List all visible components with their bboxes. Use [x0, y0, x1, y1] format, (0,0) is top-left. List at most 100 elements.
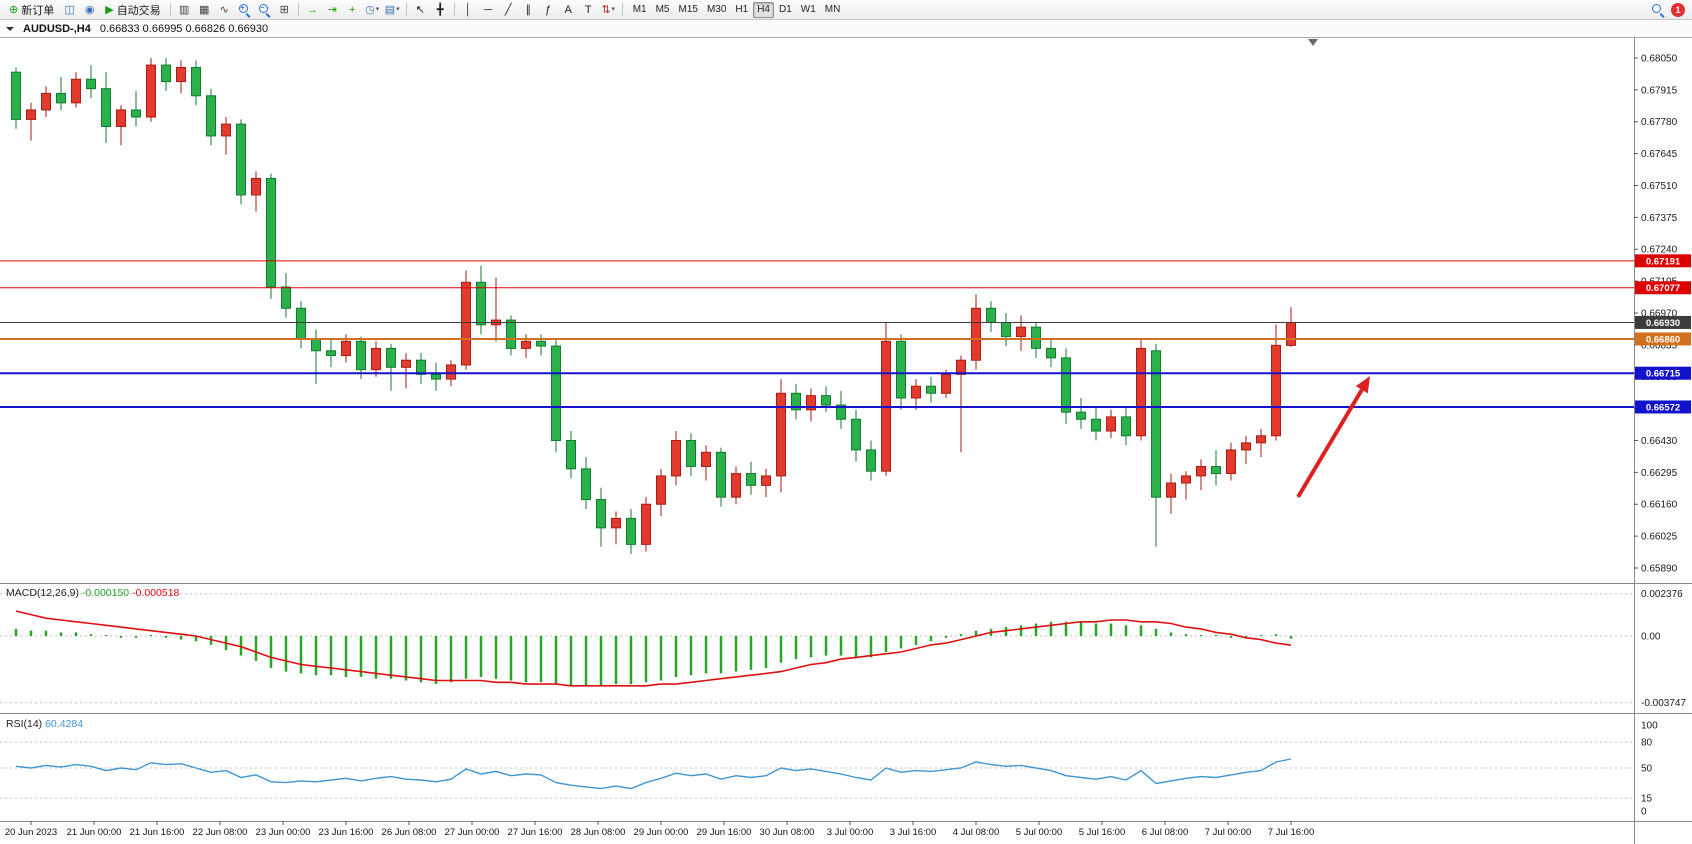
- chart-shift-icon[interactable]: ⇥: [323, 1, 342, 19]
- candle-body: [956, 359, 966, 375]
- search-icon[interactable]: [1648, 1, 1667, 19]
- new-chart-icon[interactable]: ◫: [60, 1, 79, 19]
- price-tag[interactable]: [1635, 254, 1691, 268]
- price-tag[interactable]: [1635, 400, 1691, 414]
- timeframe-m5[interactable]: M5: [655, 3, 670, 15]
- timeframe-m30[interactable]: M30: [706, 3, 727, 15]
- candle-body: [1271, 344, 1281, 437]
- time-axis-label: 22 Jun 08:00: [193, 827, 248, 838]
- text-icon[interactable]: A: [559, 1, 578, 19]
- candle-body: [1181, 475, 1191, 484]
- trend-arrow-annotation[interactable]: [1296, 376, 1370, 499]
- trendline-icon[interactable]: ╱: [499, 1, 518, 19]
- candle-body: [716, 451, 726, 498]
- time-axis-label: 6 Jul 08:00: [1142, 827, 1188, 838]
- hline-0.67191[interactable]: 0.67191: [0, 254, 1691, 268]
- candle-body: [11, 71, 21, 120]
- price-tag[interactable]: [1635, 315, 1691, 329]
- candle-body: [86, 78, 96, 90]
- chart-area: 0.68050 0.67915 0.67780 0.67645 0.67510 0.673…: [0, 38, 1692, 844]
- text-label-icon: T: [584, 3, 592, 16]
- arrows-icon: ⇅: [601, 3, 611, 16]
- zoom-out-icon[interactable]: −: [255, 1, 274, 19]
- indicators-icon[interactable]: +: [343, 1, 362, 19]
- price-scale-label: 0.67780: [1641, 117, 1678, 128]
- chevron-down-icon: ▾: [396, 5, 400, 13]
- hline-0.66715[interactable]: 0.66715: [0, 366, 1691, 380]
- chart-shift-marker[interactable]: [1308, 39, 1318, 46]
- cursor-icon[interactable]: ↖: [411, 1, 430, 19]
- candle-body: [971, 307, 981, 361]
- notification-badge[interactable]: 1: [1671, 2, 1685, 17]
- time-axis-label: 4 Jul 08:00: [953, 827, 999, 838]
- candle-body: [1046, 347, 1056, 359]
- bar-chart-icon: ▥: [178, 3, 190, 16]
- timeframe-m15[interactable]: M15: [678, 3, 698, 15]
- horizontal-line-icon: ─: [484, 3, 493, 16]
- price-tag[interactable]: [1635, 281, 1691, 295]
- candle-body: [1256, 435, 1266, 444]
- time-axis[interactable]: 20 Jun 2023 21 Jun 00:00 21 Jun 16:00 22 Ju…: [5, 821, 1314, 838]
- price-scale-label: 0.66970: [1641, 308, 1678, 319]
- candle-body: [581, 468, 591, 501]
- rsi-label: RSI(14) 60.4284: [6, 718, 83, 730]
- hline-0.66572[interactable]: 0.66572: [0, 400, 1691, 414]
- candle-body: [446, 364, 456, 380]
- periods-icon: ◷: [365, 3, 375, 16]
- price-scale-label: 0.66295: [1641, 468, 1678, 479]
- channel-icon[interactable]: ∥: [519, 1, 538, 19]
- candle-body: [686, 439, 696, 467]
- rsi-panel: 100 80 50 15 0 RSI(14) 60.4284: [0, 718, 1658, 818]
- candle-body: [1091, 418, 1101, 432]
- rsi-scale-label: 0: [1641, 807, 1647, 818]
- time-axis-label: 27 Jun 16:00: [508, 827, 563, 838]
- timeframe-h4[interactable]: H4: [753, 1, 774, 18]
- timeframe-h1[interactable]: H1: [735, 3, 749, 15]
- candle-body: [656, 475, 666, 505]
- window-menu-icon[interactable]: [6, 26, 14, 35]
- hline-0.66860[interactable]: 0.66860: [0, 332, 1691, 346]
- crosshair-icon[interactable]: ╋: [431, 1, 450, 19]
- price-tag[interactable]: [1635, 366, 1691, 380]
- candle-body: [416, 359, 426, 375]
- timeframe-mn[interactable]: MN: [824, 3, 841, 15]
- candle-body: [1061, 357, 1071, 413]
- time-axis-label: 23 Jun 00:00: [256, 827, 311, 838]
- horizontal-line-icon[interactable]: ─: [479, 1, 498, 19]
- timeframe-d1[interactable]: D1: [779, 3, 792, 15]
- profiles-icon[interactable]: ◉: [80, 1, 99, 19]
- chart-canvas[interactable]: 0.68050 0.67915 0.67780 0.67645 0.67510 0.673…: [0, 38, 1692, 844]
- candle-body: [236, 123, 246, 196]
- periods-icon[interactable]: ◷ ▾: [363, 1, 382, 19]
- auto-scroll-icon[interactable]: →: [303, 1, 322, 19]
- candle-body: [266, 177, 276, 288]
- arrows-icon[interactable]: ⇅ ▾: [599, 1, 618, 19]
- timeframe-w1[interactable]: W1: [800, 3, 816, 15]
- timeframe-m1[interactable]: M1: [632, 3, 647, 15]
- fibonacci-icon[interactable]: ƒ: [539, 1, 558, 19]
- new-order-button[interactable]: ⊕ 新订单: [4, 1, 59, 19]
- line-chart-icon[interactable]: ∿: [215, 1, 234, 19]
- crosshair-icon: ╋: [436, 3, 444, 16]
- bar-chart-icon[interactable]: ▥: [175, 1, 194, 19]
- zoom-in-icon[interactable]: +: [235, 1, 254, 19]
- tile-windows-icon[interactable]: ⊞: [275, 1, 294, 19]
- time-axis-label: 21 Jun 16:00: [130, 827, 185, 838]
- price-scale-label: 0.68050: [1641, 54, 1678, 65]
- autotrading-button[interactable]: ▶ 自动交易: [100, 1, 165, 19]
- candlestick-chart-icon[interactable]: ▦: [195, 1, 214, 19]
- text-label-icon[interactable]: T: [579, 1, 598, 19]
- candle-body: [626, 517, 636, 545]
- candle-body: [41, 92, 51, 111]
- hline-0.66930[interactable]: 0.66930: [0, 315, 1691, 329]
- candle-body: [131, 109, 141, 118]
- vertical-line-icon[interactable]: │: [459, 1, 478, 19]
- hline-0.67077[interactable]: 0.67077: [0, 281, 1691, 295]
- candle-body: [1016, 326, 1026, 338]
- templates-icon[interactable]: ▤ ▾: [383, 1, 402, 19]
- candle-body: [521, 340, 531, 349]
- candle-body: [1031, 326, 1041, 349]
- price-scale[interactable]: 0.68050 0.67915 0.67780 0.67645 0.67510 0.673…: [1634, 54, 1678, 575]
- price-tag[interactable]: [1635, 332, 1691, 346]
- new-order-button-label: 新订单: [21, 4, 55, 17]
